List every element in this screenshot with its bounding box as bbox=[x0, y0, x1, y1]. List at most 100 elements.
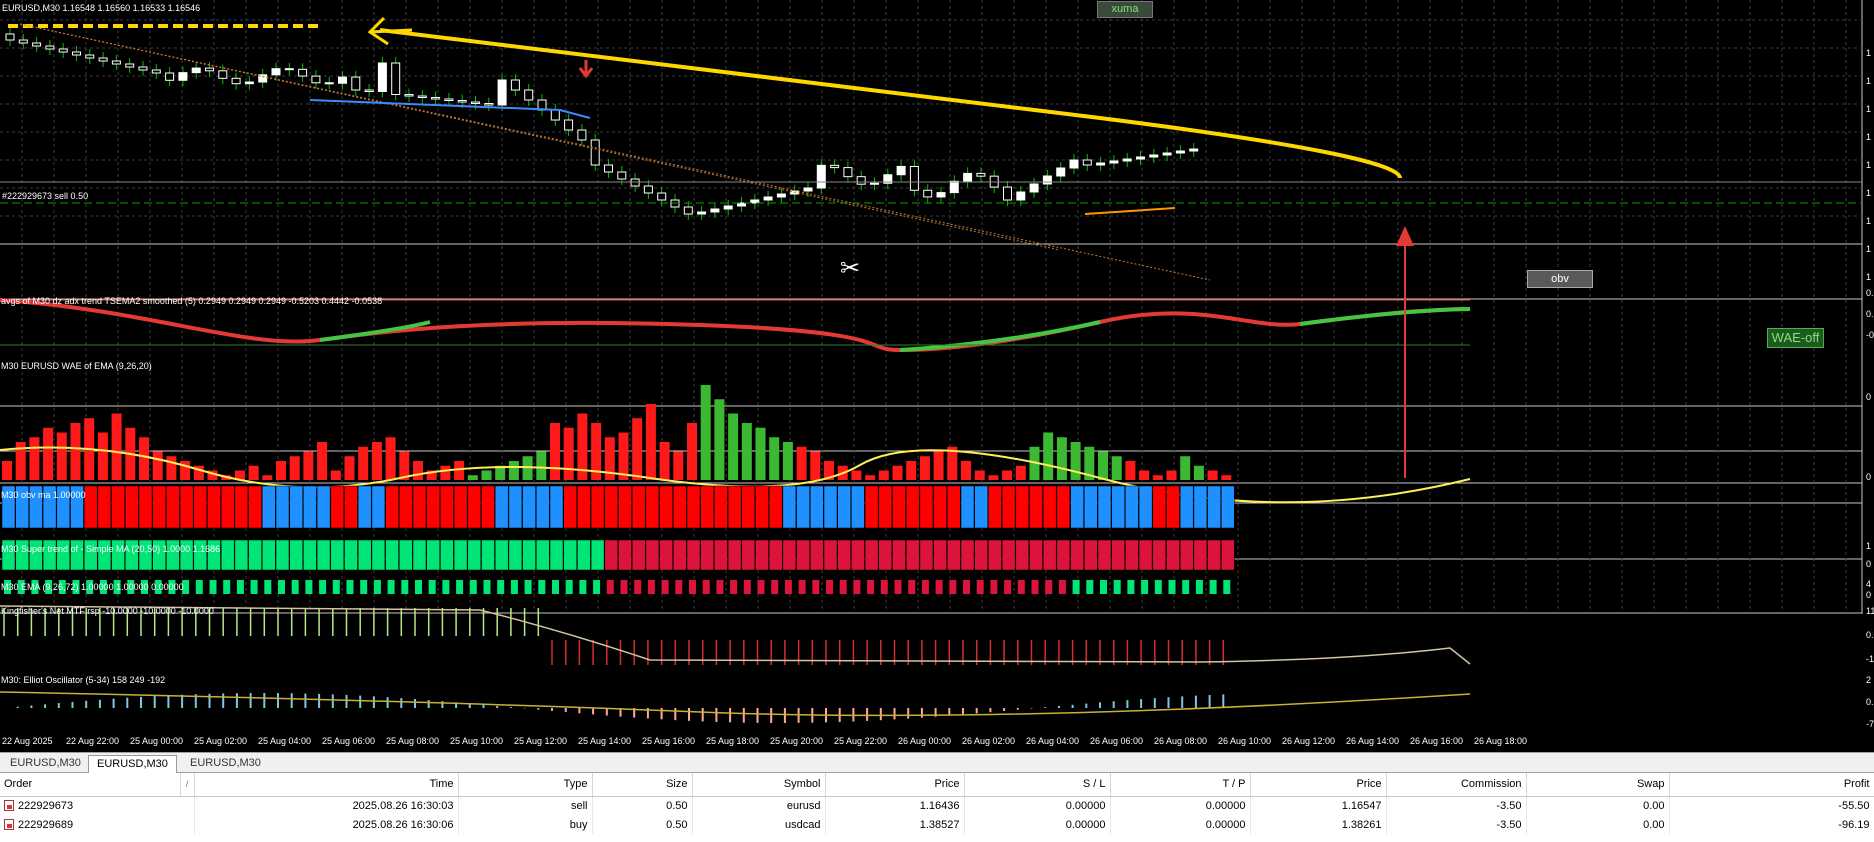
wae-off-button[interactable]: WAE-off bbox=[1767, 328, 1824, 348]
table-row[interactable]: 222929673 2025.08.26 16:30:03 sell 0.50 … bbox=[0, 796, 1874, 815]
order-price: 1.38527 bbox=[825, 815, 965, 834]
obv-bar bbox=[1084, 485, 1098, 529]
candle-body bbox=[364, 89, 374, 92]
supertrend-bar bbox=[289, 539, 303, 571]
ema-bar bbox=[401, 580, 409, 594]
col-size[interactable]: Size bbox=[592, 773, 693, 797]
obv-bar bbox=[248, 485, 262, 529]
wae-bar bbox=[276, 461, 286, 480]
order-swap: 0.00 bbox=[1526, 815, 1670, 834]
tab-chart-2[interactable]: EURUSD,M30 bbox=[88, 755, 177, 773]
obv-bar bbox=[262, 485, 276, 529]
wae-bar bbox=[385, 437, 396, 480]
ema-bar bbox=[4, 580, 11, 594]
supertrend-bar bbox=[878, 539, 893, 571]
price-scale-label: 1 bbox=[1866, 272, 1871, 282]
ema-bar bbox=[524, 580, 532, 594]
wae-bar bbox=[741, 423, 752, 480]
supertrend-bar bbox=[248, 539, 262, 571]
obv-bar bbox=[933, 485, 947, 529]
obv-bar bbox=[1015, 485, 1030, 529]
ema-bar bbox=[1168, 580, 1176, 594]
obv-bar bbox=[1221, 485, 1235, 529]
sell-arrow-icon bbox=[578, 60, 594, 79]
obv-bar bbox=[207, 485, 221, 529]
obv-bar bbox=[727, 485, 742, 529]
obv-button[interactable]: obv bbox=[1527, 270, 1593, 288]
wae-bar bbox=[550, 423, 560, 480]
ema-bar bbox=[935, 580, 943, 594]
obv-bar bbox=[179, 485, 194, 529]
wae-bar bbox=[714, 399, 725, 480]
xuma-button[interactable]: xuma bbox=[1097, 1, 1153, 18]
ema-bar bbox=[784, 580, 792, 594]
ema-bar bbox=[510, 580, 518, 594]
col-profit[interactable]: Profit bbox=[1669, 773, 1874, 797]
obv-bar bbox=[234, 485, 249, 529]
chart-area[interactable]: ✂ EURUSD,M30 1.16548 1.16560 1.16533 1.1… bbox=[0, 0, 1874, 752]
chart-canvas[interactable]: ✂ EURUSD,M30 1.16548 1.16560 1.16533 1.1… bbox=[0, 0, 1874, 752]
wae-bar bbox=[865, 475, 876, 480]
supertrend-bar bbox=[686, 539, 701, 571]
ema-bar bbox=[31, 580, 39, 594]
col-tp[interactable]: T / P bbox=[1110, 773, 1251, 797]
tab-chart-3[interactable]: EURUSD,M30 bbox=[182, 755, 269, 773]
wae-bar bbox=[892, 465, 903, 480]
wae-bar bbox=[15, 442, 26, 480]
wae-bar bbox=[878, 470, 889, 480]
wae-bar bbox=[1002, 470, 1013, 480]
price-scale-label: 1 bbox=[1866, 160, 1871, 170]
col-swap[interactable]: Swap bbox=[1526, 773, 1670, 797]
supertrend-bar bbox=[960, 539, 975, 571]
obv-bar bbox=[152, 485, 166, 529]
col-symbol[interactable]: Symbol bbox=[692, 773, 826, 797]
obv-bar bbox=[864, 485, 879, 529]
wae-bar bbox=[234, 470, 245, 480]
obv-bar bbox=[631, 485, 646, 529]
obv-bar bbox=[412, 485, 427, 529]
candle-body bbox=[763, 196, 773, 201]
obv-bar bbox=[357, 485, 372, 529]
col-price[interactable]: Price bbox=[825, 773, 965, 797]
col-time[interactable]: Time bbox=[194, 773, 459, 797]
tab-chart-1[interactable]: EURUSD,M30 bbox=[2, 755, 89, 773]
supertrend-bar bbox=[481, 539, 495, 571]
price-candles bbox=[5, 28, 1199, 220]
ema-bar bbox=[839, 580, 847, 594]
col-order[interactable]: Order bbox=[0, 773, 181, 797]
supertrend-bar bbox=[412, 539, 427, 571]
candle-body bbox=[1016, 191, 1026, 201]
candle-body bbox=[1189, 148, 1199, 152]
col-sort[interactable]: / bbox=[180, 773, 195, 797]
indicator-elliot-label: M30: Elliot Oscillator (5-34) 158 249 -1… bbox=[1, 675, 165, 685]
candle-body bbox=[32, 42, 42, 47]
ema-bar bbox=[127, 580, 135, 594]
col-commission[interactable]: Commission bbox=[1386, 773, 1527, 797]
wae-bar bbox=[166, 456, 177, 480]
candle-body bbox=[338, 76, 347, 84]
ema-bar bbox=[771, 580, 779, 594]
supertrend-bar bbox=[125, 539, 139, 571]
col-type[interactable]: Type bbox=[458, 773, 593, 797]
blue-ma-line bbox=[309, 99, 591, 119]
obv-bar bbox=[125, 485, 139, 529]
ema-bar bbox=[867, 580, 875, 594]
supertrend-bar bbox=[577, 539, 591, 571]
candle-body bbox=[178, 72, 188, 81]
obv-bar bbox=[344, 485, 358, 529]
table-row[interactable]: 222929689 2025.08.26 16:30:06 buy 0.50 u… bbox=[0, 815, 1874, 834]
supertrend-bar bbox=[714, 539, 728, 571]
obv-bar bbox=[399, 485, 413, 529]
order-symbol: eurusd bbox=[692, 796, 826, 815]
candle-body bbox=[737, 202, 746, 207]
supertrend-bar bbox=[1097, 539, 1112, 571]
supertrend-bar bbox=[1221, 539, 1235, 571]
candle-body bbox=[590, 139, 600, 166]
candle-body bbox=[1136, 156, 1145, 160]
indicator-avgs-label: avgs of M30 dz adx trend TSEMA2 smoothed… bbox=[1, 296, 382, 306]
col-sl[interactable]: S / L bbox=[964, 773, 1111, 797]
col-current-price[interactable]: Price bbox=[1250, 773, 1387, 797]
obv-bar bbox=[1166, 485, 1180, 529]
wae-bar bbox=[947, 446, 958, 480]
time-axis-label: 22 Aug 2025 bbox=[2, 736, 53, 746]
